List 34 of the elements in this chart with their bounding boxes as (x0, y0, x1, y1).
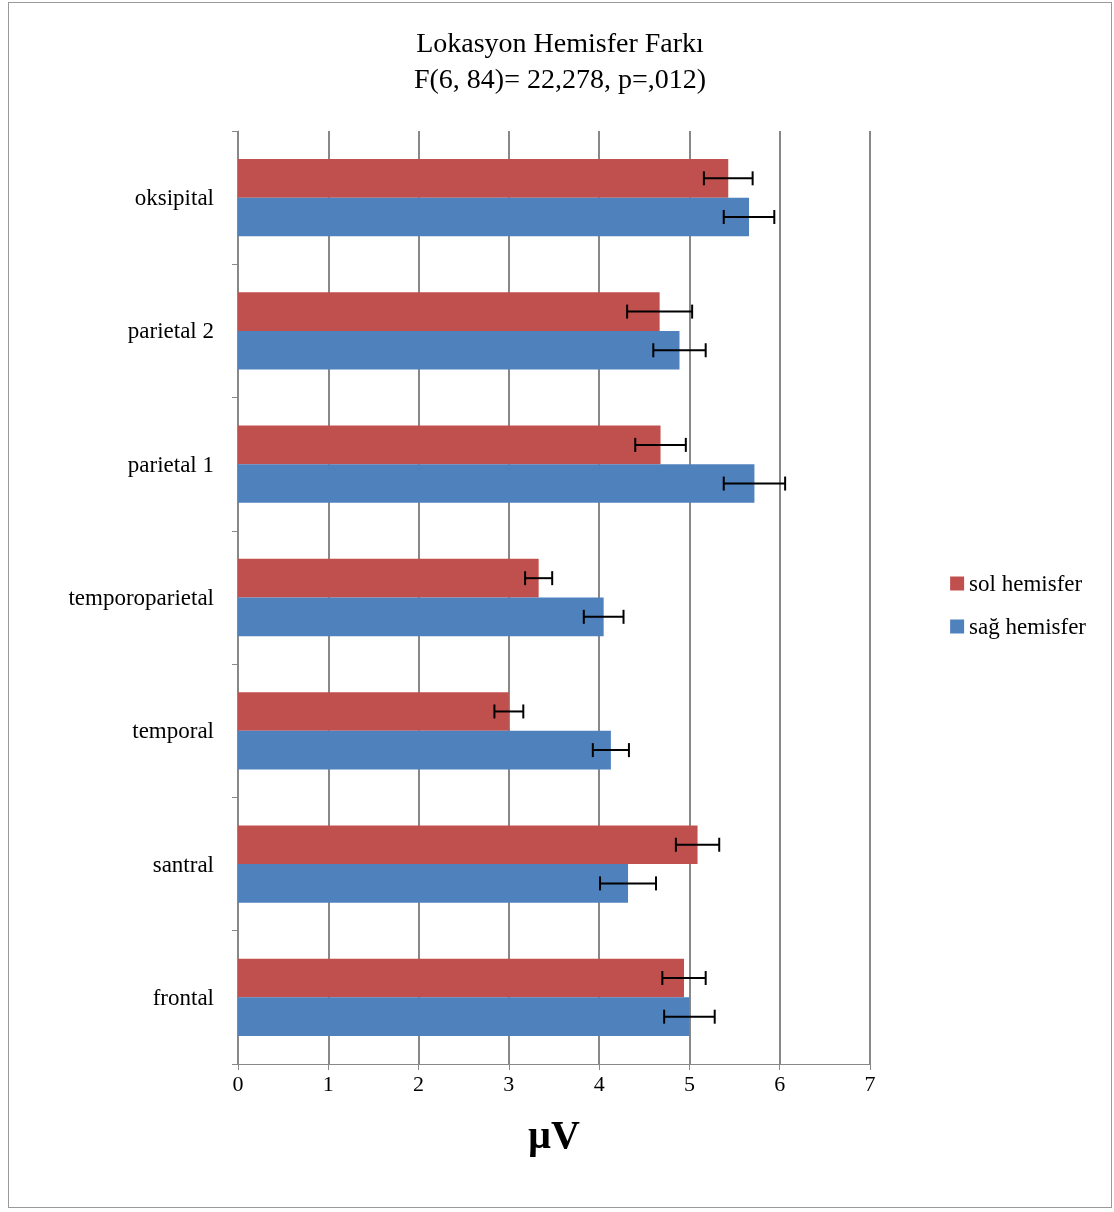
bar (238, 597, 604, 637)
x-tick-label: 2 (413, 1070, 425, 1096)
x-tick-label: 6 (774, 1070, 786, 1096)
x-tick-label: 5 (683, 1070, 695, 1096)
bar (238, 425, 661, 465)
bar (238, 464, 755, 503)
bar (238, 958, 685, 998)
chart-subtitle: F(6, 84)= 22,278, p=,012) (413, 62, 707, 94)
x-axis-title: µV (528, 1111, 581, 1157)
bar (238, 864, 629, 903)
x-tick-label: 7 (864, 1070, 876, 1096)
legend-label: sağ hemisfer (969, 614, 1087, 639)
bar (238, 558, 539, 598)
bar (238, 158, 729, 198)
bar (238, 825, 698, 865)
y-tick-label: santral (152, 851, 214, 877)
bar (238, 730, 611, 770)
y-tick-label: oksipital (134, 185, 214, 211)
x-tick-label: 3 (503, 1070, 515, 1096)
x-tick-label: 4 (593, 1070, 605, 1096)
y-tick-label: temporal (132, 718, 214, 744)
y-tick-label: temporoparietal (68, 585, 214, 610)
legend-label: sol hemisfer (969, 571, 1083, 596)
x-tick-label: 0 (232, 1070, 244, 1096)
bar (238, 330, 680, 370)
y-tick-label: parietal 2 (127, 318, 214, 344)
bar (238, 692, 509, 731)
bar (238, 197, 750, 237)
bar (238, 292, 660, 331)
bar (238, 997, 690, 1037)
y-tick-label: frontal (152, 984, 214, 1010)
chart-title: Lokasyon Hemisfer Farkı (416, 26, 705, 58)
x-tick-label: 1 (322, 1070, 334, 1096)
y-tick-label: parietal 1 (127, 451, 214, 477)
